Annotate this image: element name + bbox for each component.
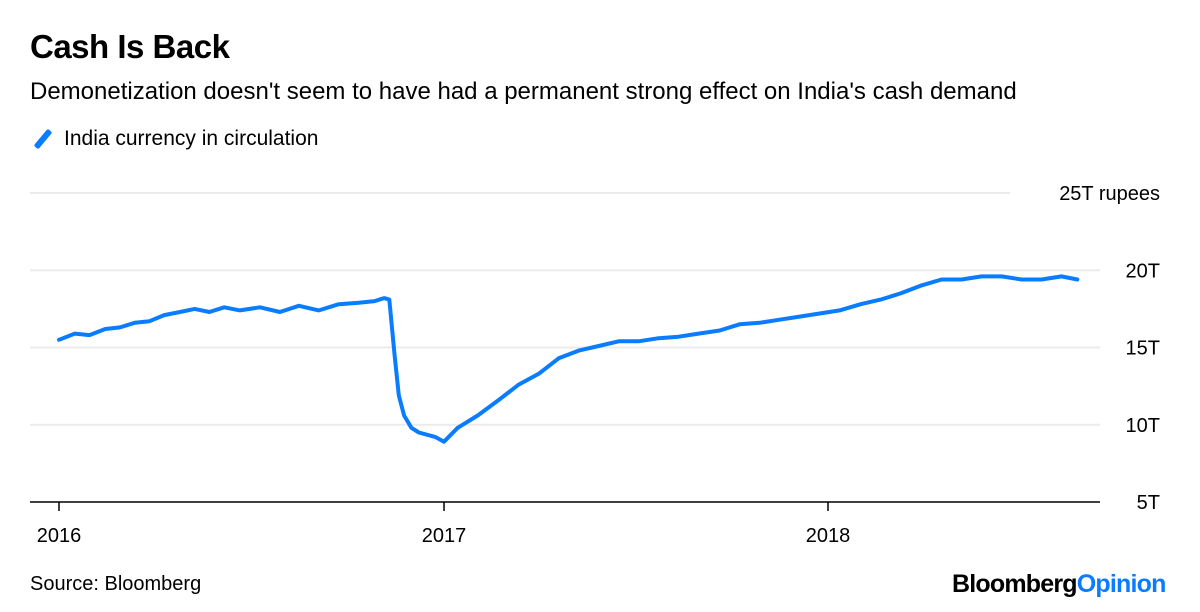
x-tick-label: 2018 [806, 525, 851, 547]
y-tick-label: 5T [1137, 492, 1160, 514]
y-tick-label: 10T [1126, 415, 1160, 437]
bloomberg-opinion-logo: BloombergOpinion [952, 570, 1166, 598]
x-tick-label: 2016 [37, 525, 82, 547]
source-note: Source: Bloomberg [30, 573, 202, 595]
x-tick-label: 2017 [422, 525, 467, 547]
chart-title: Cash Is Back [30, 28, 230, 65]
legend-label: India currency in circulation [64, 127, 319, 150]
y-tick-label: 25T rupees [1059, 183, 1160, 205]
y-tick-label: 15T [1126, 338, 1160, 360]
chart-subtitle: Demonetization doesn't seem to have had … [30, 78, 1017, 105]
y-tick-label: 20T [1126, 260, 1160, 282]
legend: India currency in circulation [33, 127, 319, 151]
series-line [57, 274, 1080, 444]
